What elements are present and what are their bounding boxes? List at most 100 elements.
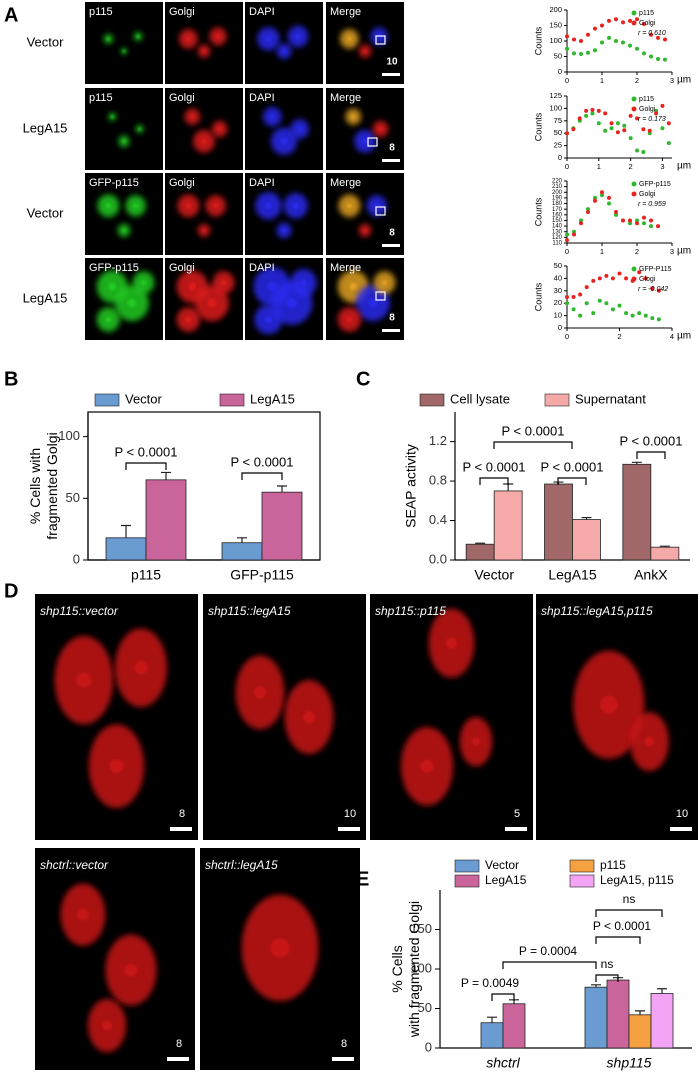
data-point xyxy=(624,276,629,281)
y-axis-label: Counts xyxy=(533,282,543,311)
error-bar xyxy=(277,485,287,493)
significance-bracket xyxy=(595,936,641,944)
channel-label: Merge xyxy=(330,262,361,274)
panel-label: B xyxy=(4,368,18,390)
error-bar xyxy=(659,545,670,548)
x-tick-label: 0 xyxy=(565,76,569,85)
legend-marker xyxy=(631,20,637,26)
data-point xyxy=(635,46,639,51)
significance-bracket xyxy=(595,974,619,982)
significance-bracket xyxy=(636,451,666,459)
y-tick-label: 0.4 xyxy=(429,512,447,527)
scale-number: 10 xyxy=(344,808,356,820)
micrograph xyxy=(85,173,163,255)
y-tick-label: 150 xyxy=(552,218,563,224)
data-point xyxy=(584,108,589,113)
significance-bracket xyxy=(493,441,573,449)
data-point xyxy=(628,136,633,141)
legend-swatch xyxy=(219,393,245,407)
y-tick-label: 200 xyxy=(552,190,563,196)
scale-number: 10 xyxy=(386,57,398,68)
data-point xyxy=(593,195,597,200)
data-point xyxy=(593,26,597,31)
legend-marker xyxy=(631,106,637,112)
bar xyxy=(145,479,187,561)
data-point xyxy=(600,23,604,28)
cell-spot xyxy=(644,736,655,747)
legend-label: Cell lysate xyxy=(450,391,510,406)
legend-label: p115 xyxy=(639,96,654,103)
channel-label: Golgi xyxy=(169,92,195,104)
legend-label: Glogi xyxy=(639,276,656,283)
data-point xyxy=(565,131,569,136)
y-tick-label: 0 xyxy=(73,551,80,566)
legend-swatch xyxy=(94,393,120,407)
data-point xyxy=(628,113,633,118)
cell-spot xyxy=(102,1020,112,1031)
legend-label: p115 xyxy=(639,10,654,17)
cell-spot xyxy=(122,49,126,53)
data-point xyxy=(666,141,671,146)
cell-spot xyxy=(105,203,112,209)
scale-bar xyxy=(670,827,692,831)
y-tick-label: 0 xyxy=(558,67,562,76)
data-point xyxy=(591,278,596,283)
scale-bar xyxy=(167,1057,189,1061)
y-tick-label: 50 xyxy=(554,51,562,60)
data-point xyxy=(584,113,589,118)
legend-marker xyxy=(631,276,637,282)
y-axis-label: % Cells with xyxy=(27,448,43,524)
y-tick-label: 100 xyxy=(549,103,562,112)
error-bar xyxy=(161,471,171,480)
cell-spot xyxy=(110,115,114,119)
data-point xyxy=(590,111,595,116)
x-tick-label: 1 xyxy=(600,247,604,256)
significance-label: P < 0.0001 xyxy=(593,919,651,933)
legend-label: LegA15 xyxy=(250,391,295,406)
bar xyxy=(606,979,630,1049)
x-axis-label: µm xyxy=(677,331,691,342)
data-point xyxy=(628,221,632,226)
cell-spot xyxy=(220,279,227,286)
micrograph xyxy=(326,88,404,170)
data-point xyxy=(649,32,653,37)
x-tick-label: 1 xyxy=(597,162,601,171)
data-point xyxy=(621,20,625,25)
data-point xyxy=(617,271,622,276)
cell-spot xyxy=(362,138,368,145)
annotation: r = -0.042 xyxy=(638,286,668,293)
cell-spot xyxy=(133,203,139,209)
bar xyxy=(480,1022,504,1049)
significance-label: P < 0.0001 xyxy=(230,454,293,469)
row-label: LegA15 xyxy=(23,290,68,305)
cell-spot xyxy=(140,279,147,286)
cell-spot xyxy=(445,637,458,649)
cell-spot xyxy=(127,298,137,308)
data-point xyxy=(590,107,595,112)
cell-spot xyxy=(202,49,206,53)
x-tick-label: 2 xyxy=(635,247,639,256)
x-axis-label: µm xyxy=(677,246,691,257)
data-point xyxy=(607,201,611,206)
x-tick-label: GFP-p115 xyxy=(230,567,294,583)
data-point xyxy=(572,37,576,42)
legend-label: Vector xyxy=(485,858,519,872)
data-point xyxy=(565,232,569,237)
significance-bracket xyxy=(479,477,509,485)
y-tick-label: 125 xyxy=(549,91,562,100)
y-tick-label: 75 xyxy=(554,116,562,125)
data-point xyxy=(656,56,660,61)
data-point xyxy=(642,51,646,56)
cell-spot xyxy=(202,228,206,232)
micrograph xyxy=(326,173,404,255)
data-point xyxy=(663,57,667,62)
error-bar xyxy=(581,516,592,520)
image-label: shctrl::vector xyxy=(40,858,109,872)
cell-spot xyxy=(368,298,378,308)
micrograph xyxy=(85,2,163,84)
data-point xyxy=(656,224,660,229)
y-tick-label: 100 xyxy=(410,960,432,975)
data-point xyxy=(607,35,611,40)
bar xyxy=(502,1003,526,1049)
